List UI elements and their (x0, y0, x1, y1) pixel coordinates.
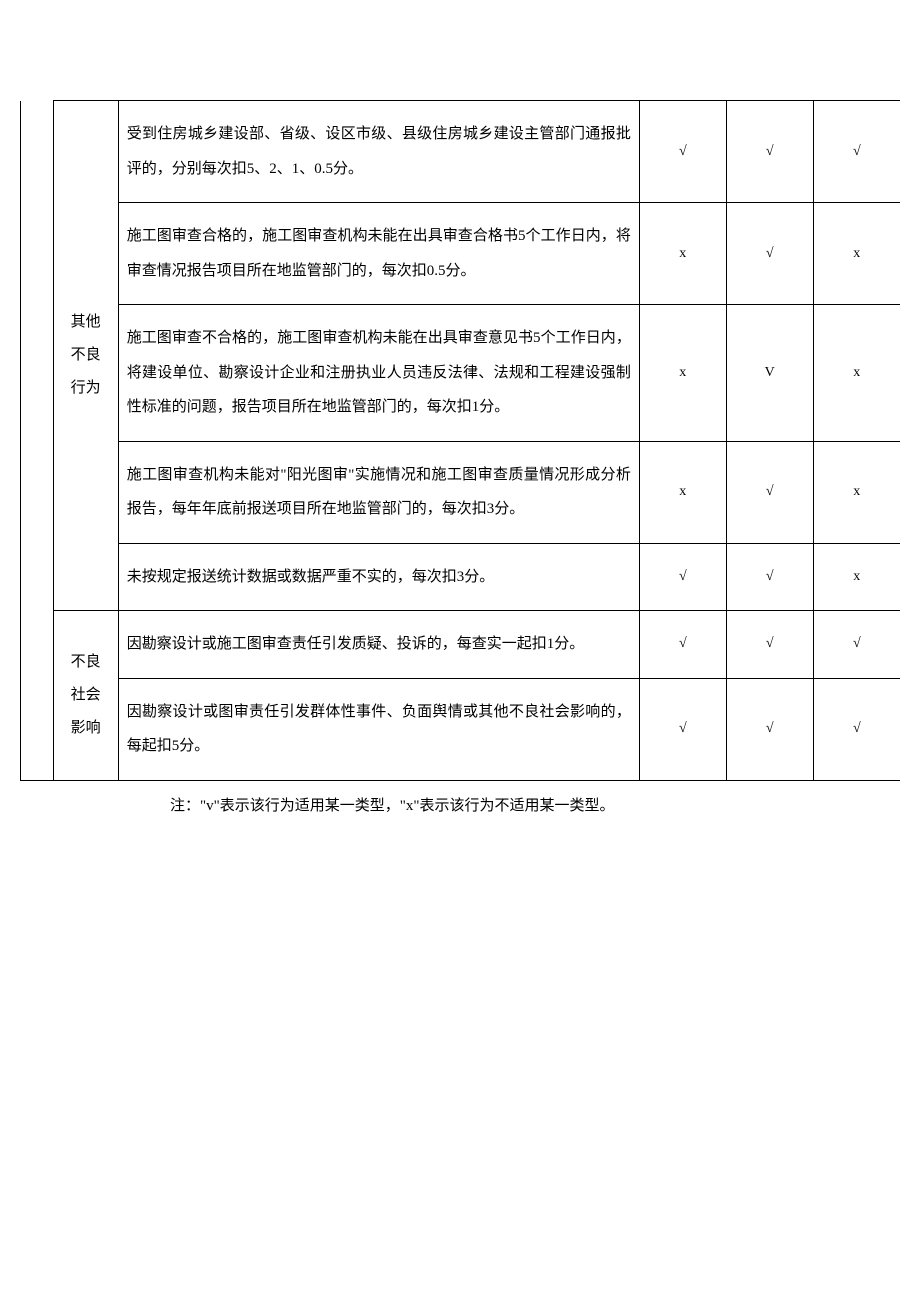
category-cell: 其他 不良 行为 (53, 101, 118, 611)
description-cell: 未按规定报送统计数据或数据严重不实的，每次扣3分。 (118, 543, 639, 611)
mark-cell: √ (726, 441, 813, 543)
table-row: 施工图审查机构未能对"阳光图审"实施情况和施工图审查质量情况形成分析报告，每年年… (21, 441, 901, 543)
footnote: 注："v"表示该行为适用某一类型，"x"表示该行为不适用某一类型。 (20, 793, 900, 820)
mark-cell: √ (813, 678, 900, 780)
mark-cell: √ (639, 543, 726, 611)
table-row: 不良 社会 影响 因勘察设计或施工图审查责任引发质疑、投诉的，每查实一起扣1分。… (21, 611, 901, 679)
mark-cell: x (813, 203, 900, 305)
mark-cell: x (639, 203, 726, 305)
document-table-wrapper: 其他 不良 行为 受到住房城乡建设部、省级、设区市级、县级住房城乡建设主管部门通… (20, 100, 900, 820)
mark-cell: √ (639, 678, 726, 780)
description-cell: 施工图审查机构未能对"阳光图审"实施情况和施工图审查质量情况形成分析报告，每年年… (118, 441, 639, 543)
mark-cell: √ (726, 678, 813, 780)
table-row: 其他 不良 行为 受到住房城乡建设部、省级、设区市级、县级住房城乡建设主管部门通… (21, 101, 901, 203)
mark-cell: x (813, 441, 900, 543)
category-label-line: 行为 (60, 372, 112, 405)
mark-cell: x (639, 305, 726, 442)
table-row: 施工图审查合格的，施工图审查机构未能在出具审查合格书5个工作日内，将审查情况报告… (21, 203, 901, 305)
mark-cell: x (813, 305, 900, 442)
mark-cell: x (813, 543, 900, 611)
description-cell: 因勘察设计或图审责任引发群体性事件、负面舆情或其他不良社会影响的，每起扣5分。 (118, 678, 639, 780)
category-cell: 不良 社会 影响 (53, 611, 118, 781)
mark-cell: √ (726, 543, 813, 611)
category-label-line: 影响 (60, 712, 112, 745)
mark-cell: √ (813, 101, 900, 203)
table-row: 因勘察设计或图审责任引发群体性事件、负面舆情或其他不良社会影响的，每起扣5分。 … (21, 678, 901, 780)
description-cell: 施工图审查合格的，施工图审查机构未能在出具审查合格书5个工作日内，将审查情况报告… (118, 203, 639, 305)
mark-cell: √ (813, 611, 900, 679)
description-cell: 受到住房城乡建设部、省级、设区市级、县级住房城乡建设主管部门通报批评的，分别每次… (118, 101, 639, 203)
mark-cell: √ (726, 611, 813, 679)
table-body: 其他 不良 行为 受到住房城乡建设部、省级、设区市级、县级住房城乡建设主管部门通… (21, 101, 901, 781)
mark-cell: √ (726, 203, 813, 305)
left-spacer-cell (21, 101, 54, 781)
description-cell: 因勘察设计或施工图审查责任引发质疑、投诉的，每查实一起扣1分。 (118, 611, 639, 679)
evaluation-table: 其他 不良 行为 受到住房城乡建设部、省级、设区市级、县级住房城乡建设主管部门通… (20, 100, 900, 781)
mark-cell: V (726, 305, 813, 442)
mark-cell: √ (639, 611, 726, 679)
category-label-line: 其他 (60, 306, 112, 339)
mark-cell: x (639, 441, 726, 543)
mark-cell: √ (726, 101, 813, 203)
category-label-line: 不良 (60, 646, 112, 679)
mark-cell: √ (639, 101, 726, 203)
table-row: 施工图审查不合格的，施工图审查机构未能在出具审查意见书5个工作日内，将建设单位、… (21, 305, 901, 442)
category-label-line: 不良 (60, 339, 112, 372)
category-label-line: 社会 (60, 679, 112, 712)
table-row: 未按规定报送统计数据或数据严重不实的，每次扣3分。 √ √ x (21, 543, 901, 611)
description-cell: 施工图审查不合格的，施工图审查机构未能在出具审查意见书5个工作日内，将建设单位、… (118, 305, 639, 442)
